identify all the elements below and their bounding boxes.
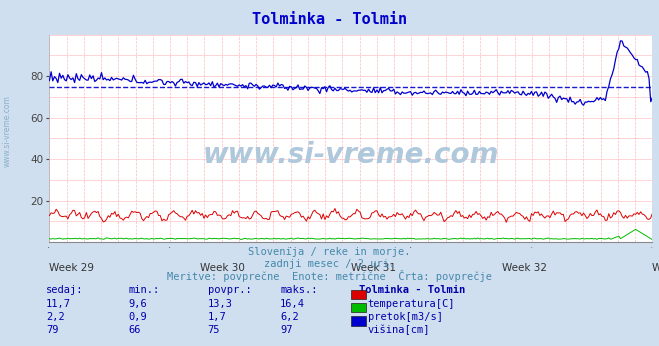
Text: temperatura[C]: temperatura[C]	[368, 299, 455, 309]
Text: Week 33: Week 33	[652, 263, 659, 273]
Text: Week 29: Week 29	[49, 263, 94, 273]
Text: 11,7: 11,7	[46, 299, 71, 309]
Text: www.si-vreme.com: www.si-vreme.com	[203, 141, 499, 169]
Text: Meritve: povprečne  Enote: metrične  Črta: povprečje: Meritve: povprečne Enote: metrične Črta:…	[167, 270, 492, 282]
Text: min.:: min.:	[129, 285, 159, 295]
Text: pretok[m3/s]: pretok[m3/s]	[368, 312, 443, 322]
Text: višina[cm]: višina[cm]	[368, 325, 430, 335]
Text: 2,2: 2,2	[46, 312, 65, 322]
Text: 97: 97	[280, 325, 293, 335]
Text: Week 32: Week 32	[501, 263, 547, 273]
Text: 13,3: 13,3	[208, 299, 233, 309]
Text: 79: 79	[46, 325, 59, 335]
Text: Week 31: Week 31	[351, 263, 396, 273]
Text: www.si-vreme.com: www.si-vreme.com	[3, 95, 12, 167]
Text: zadnji mesec / 2 uri.: zadnji mesec / 2 uri.	[264, 259, 395, 269]
Text: sedaj:: sedaj:	[46, 285, 84, 295]
Text: 1,7: 1,7	[208, 312, 226, 322]
Text: Tolminka - Tolmin: Tolminka - Tolmin	[359, 285, 465, 295]
Text: 6,2: 6,2	[280, 312, 299, 322]
Text: Week 30: Week 30	[200, 263, 245, 273]
Text: povpr.:: povpr.:	[208, 285, 251, 295]
Text: 66: 66	[129, 325, 141, 335]
Text: 75: 75	[208, 325, 220, 335]
Text: Slovenija / reke in morje.: Slovenija / reke in morje.	[248, 247, 411, 257]
Text: 16,4: 16,4	[280, 299, 305, 309]
Text: maks.:: maks.:	[280, 285, 318, 295]
Text: 0,9: 0,9	[129, 312, 147, 322]
Text: Tolminka - Tolmin: Tolminka - Tolmin	[252, 12, 407, 27]
Text: 9,6: 9,6	[129, 299, 147, 309]
